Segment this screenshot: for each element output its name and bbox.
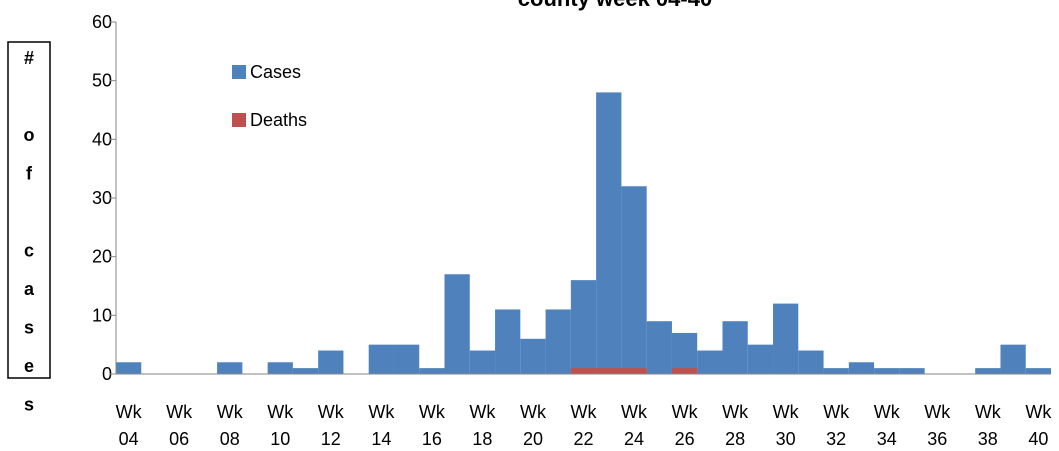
- chart-title: county week 04-40: [518, 0, 712, 11]
- x-tick-label: Wk 38: [975, 402, 1002, 449]
- y-tick-label: 30: [92, 188, 112, 208]
- x-tick-label: Wk 18: [469, 402, 496, 449]
- bar: [596, 92, 622, 375]
- legend-swatch: [232, 65, 246, 79]
- bar: [823, 368, 849, 374]
- y-tick-label: 10: [92, 305, 112, 325]
- x-tick-label: Wk 04: [116, 402, 143, 449]
- bar: [116, 362, 142, 374]
- y-tick-label: 20: [92, 247, 112, 267]
- bar: [419, 368, 445, 374]
- y-label-box: [7, 41, 51, 379]
- bar: [621, 368, 647, 374]
- x-tick-label: Wk 36: [924, 402, 951, 449]
- bar: [874, 368, 900, 374]
- y-tick-label: 40: [92, 129, 112, 149]
- bar: [621, 186, 647, 374]
- bar: [1025, 368, 1051, 374]
- bar: [671, 332, 698, 374]
- bar: [646, 321, 672, 374]
- x-tick-label: Wk 16: [419, 402, 446, 449]
- x-tick-label: Wk 24: [621, 402, 648, 449]
- bar: [217, 362, 243, 374]
- bar: [798, 350, 824, 374]
- y-tick-label: 60: [92, 12, 112, 32]
- bar: [545, 309, 571, 374]
- bar: [697, 350, 723, 374]
- x-tick-label: Wk 40: [1025, 402, 1052, 449]
- bar: [520, 338, 546, 374]
- x-tick-label: Wk 08: [217, 402, 244, 449]
- x-tick-label: Wk 26: [672, 402, 699, 449]
- bar: [444, 274, 470, 374]
- bar: [570, 280, 597, 374]
- bar: [671, 368, 698, 374]
- bar: [368, 344, 394, 374]
- y-tick-label: 50: [92, 71, 112, 91]
- legend-label: Deaths: [250, 110, 307, 130]
- legend-swatch: [232, 113, 246, 127]
- bar: [393, 344, 420, 374]
- bar: [773, 303, 799, 374]
- bar: [596, 368, 622, 374]
- x-tick-label: Wk 20: [520, 402, 547, 449]
- x-tick-label: Wk 10: [267, 402, 294, 449]
- bar: [267, 362, 293, 374]
- x-tick-label: Wk 06: [166, 402, 193, 449]
- bar: [747, 344, 774, 374]
- x-tick-label: Wk 14: [368, 402, 395, 449]
- bar: [469, 350, 496, 374]
- bar: [899, 368, 925, 374]
- x-tick-label: Wk 34: [874, 402, 901, 449]
- legend-label: Cases: [250, 62, 301, 82]
- bar: [570, 368, 597, 374]
- bar: [495, 309, 521, 374]
- x-tick-label: Wk 28: [722, 402, 749, 449]
- bar: [318, 350, 344, 374]
- bar: [292, 368, 319, 374]
- x-tick-label: Wk 32: [823, 402, 850, 449]
- bar: [722, 321, 748, 374]
- x-tick-label: Wk 12: [318, 402, 345, 449]
- x-tick-label: Wk 30: [773, 402, 800, 449]
- bar: [975, 368, 1001, 374]
- bar: [848, 362, 875, 374]
- bar: [1000, 344, 1026, 374]
- y-tick-label: 0: [102, 364, 112, 384]
- x-tick-label: Wk 22: [571, 402, 598, 449]
